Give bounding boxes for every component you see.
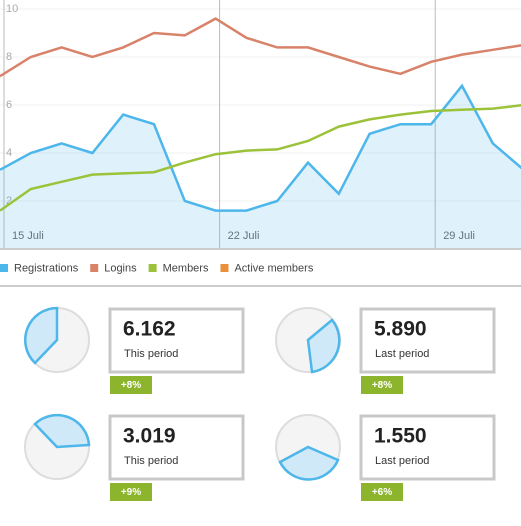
line xyxy=(0,83,521,212)
x-tick-label: 29 Juli xyxy=(443,230,475,242)
stat-value: 6.162 xyxy=(123,318,176,341)
line xyxy=(0,17,521,78)
pie-wedge xyxy=(33,413,91,449)
card xyxy=(359,307,496,374)
area xyxy=(0,85,521,249)
badge xyxy=(110,483,152,501)
legend-label: Logins xyxy=(104,262,137,274)
badge xyxy=(361,376,403,394)
stat-label: Last period xyxy=(375,348,429,360)
y-tick-label: 4 xyxy=(6,147,12,159)
card xyxy=(359,414,496,481)
badge-label: +8% xyxy=(372,380,392,391)
y-tick-label: 6 xyxy=(6,99,12,111)
stat-value: 3.019 xyxy=(123,425,176,448)
legend-swatch xyxy=(148,264,157,272)
legend-swatch xyxy=(90,264,99,272)
x-tick-label: 22 Juli xyxy=(228,230,260,242)
pie-wedge xyxy=(278,445,340,481)
badge xyxy=(361,483,403,501)
stat-label: Last period xyxy=(375,455,429,467)
stat-value: 5.890 xyxy=(374,318,427,341)
y-tick-label: 10 xyxy=(6,3,18,15)
badge xyxy=(110,376,152,394)
legend-swatch xyxy=(0,264,8,272)
legend-label: Active members xyxy=(234,262,313,274)
plot: 2 4 6 8 10 15 Juli 22 Juli 29 Juli xyxy=(0,0,521,249)
stat-label: This period xyxy=(124,455,178,467)
y-tick-label: 2 xyxy=(6,195,12,207)
badge-label: +8% xyxy=(121,380,141,391)
pie-wedge xyxy=(24,306,59,365)
line xyxy=(0,104,521,212)
x-tick-label: 15 Juli xyxy=(12,230,44,242)
legend-swatch xyxy=(220,264,229,272)
legend-label: Registrations xyxy=(14,262,79,274)
badge-label: +6% xyxy=(372,487,392,498)
stat-label: This period xyxy=(124,348,178,360)
legend-label: Members xyxy=(163,262,209,274)
legend: Registrations Logins Members Active members xyxy=(0,262,314,274)
badge-label: +9% xyxy=(121,487,141,498)
stat-value: 1.550 xyxy=(374,425,427,448)
y-tick-label: 8 xyxy=(6,51,12,63)
pie-wedge xyxy=(306,318,341,374)
card xyxy=(108,307,245,374)
card xyxy=(108,414,245,481)
cards: 6.162 This period +8% 5.890 Last period +8% 3.… xyxy=(108,307,496,501)
